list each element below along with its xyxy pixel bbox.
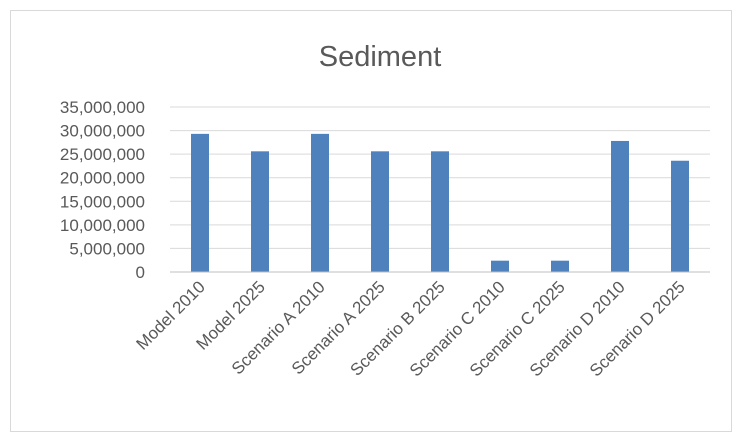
bar — [251, 151, 269, 272]
y-tick-label: 0 — [136, 263, 145, 282]
bar — [371, 151, 389, 272]
y-tick-label: 35,000,000 — [60, 98, 145, 117]
bar — [431, 151, 449, 272]
y-tick-label: 20,000,000 — [60, 169, 145, 188]
y-tick-label: 15,000,000 — [60, 192, 145, 211]
bars — [191, 133, 689, 272]
y-axis-ticks: 0 5,000,000 10,000,000 15,000,000 20,000,000… — [60, 98, 145, 282]
y-tick-label: 30,000,000 — [60, 122, 145, 141]
bar — [311, 133, 329, 272]
bar — [671, 160, 689, 272]
y-tick-label: 5,000,000 — [69, 239, 145, 258]
y-tick-label: 10,000,000 — [60, 216, 145, 235]
y-tick-label: 25,000,000 — [60, 145, 145, 164]
bar — [191, 133, 209, 272]
bar — [491, 260, 509, 272]
bar — [611, 140, 629, 272]
chart-title: Sediment — [319, 41, 442, 73]
bar — [551, 260, 569, 272]
